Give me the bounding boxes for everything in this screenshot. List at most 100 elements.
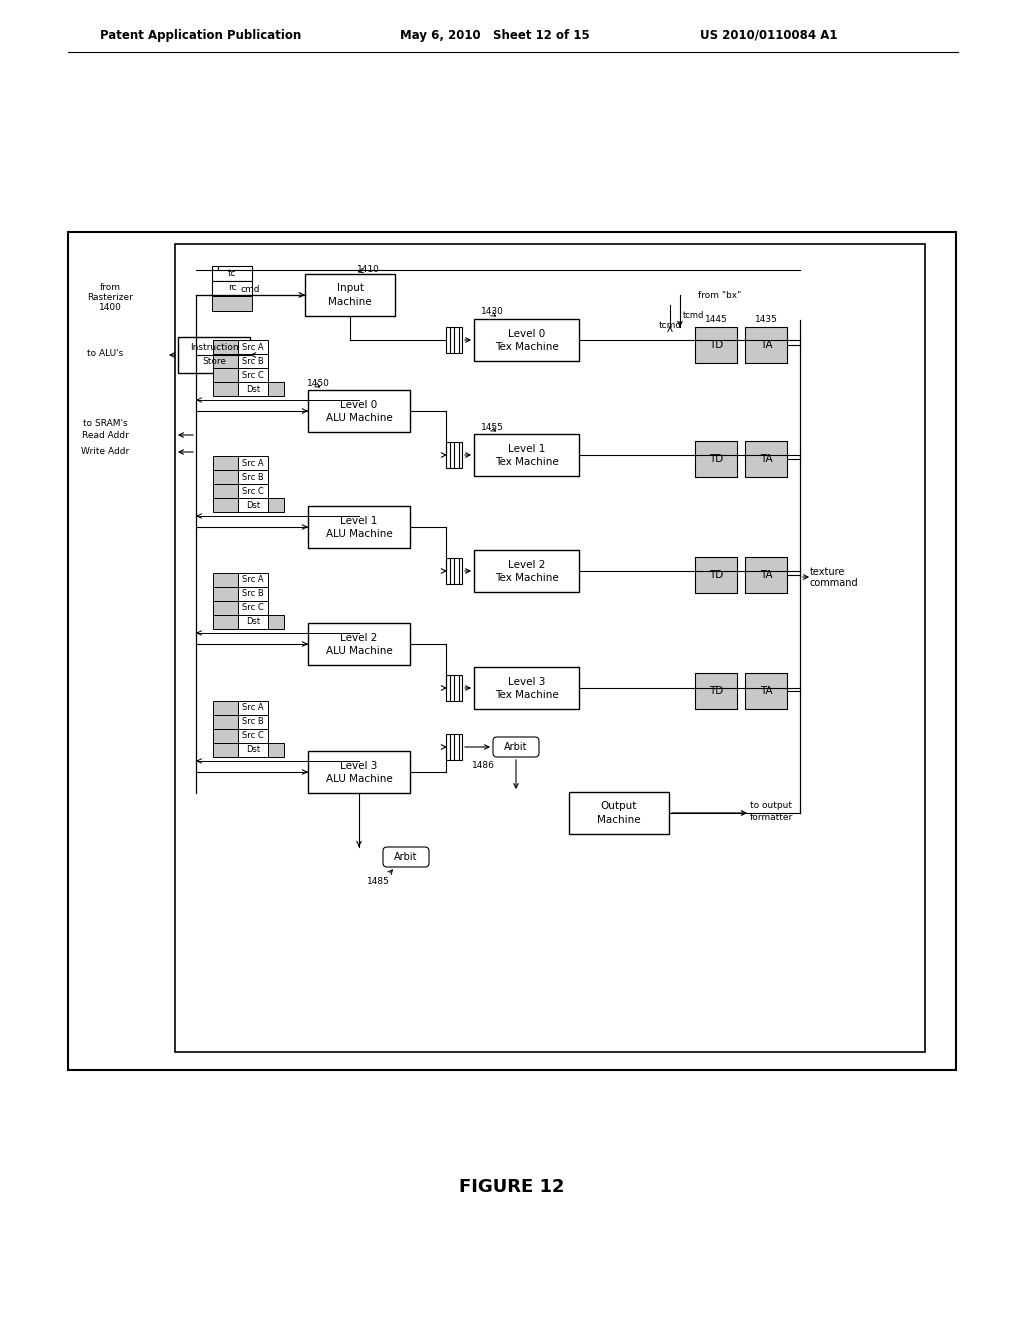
- Bar: [695, 327, 737, 363]
- Bar: [268, 743, 284, 756]
- Bar: [213, 484, 238, 498]
- Bar: [238, 498, 268, 512]
- Bar: [268, 381, 284, 396]
- Bar: [238, 354, 268, 368]
- Bar: [213, 498, 238, 512]
- Bar: [238, 729, 268, 743]
- Bar: [695, 673, 737, 709]
- Bar: [745, 673, 787, 709]
- Text: 1435: 1435: [755, 315, 777, 325]
- Text: Arbit: Arbit: [504, 742, 527, 752]
- Bar: [238, 368, 268, 381]
- Bar: [238, 715, 268, 729]
- Text: ALU Machine: ALU Machine: [326, 774, 392, 784]
- Text: to SRAM's: to SRAM's: [83, 420, 127, 429]
- Bar: [213, 573, 238, 587]
- Text: Instruction: Instruction: [189, 343, 239, 352]
- Text: ALU Machine: ALU Machine: [326, 529, 392, 539]
- Bar: [695, 441, 737, 477]
- Text: Store: Store: [202, 358, 226, 367]
- Text: Machine: Machine: [597, 814, 641, 825]
- Text: FIGURE 12: FIGURE 12: [459, 1177, 565, 1196]
- Text: Rasterizer: Rasterizer: [87, 293, 133, 301]
- Bar: [238, 484, 268, 498]
- Text: Input: Input: [337, 282, 364, 293]
- Bar: [745, 327, 787, 363]
- Text: Level 2: Level 2: [340, 634, 378, 643]
- Text: US 2010/0110084 A1: US 2010/0110084 A1: [700, 29, 838, 41]
- Bar: [213, 615, 238, 630]
- Text: Src C: Src C: [242, 603, 264, 612]
- Bar: [308, 751, 410, 793]
- Text: texture: texture: [810, 568, 846, 577]
- Text: formatter: formatter: [750, 813, 794, 822]
- Bar: [212, 296, 252, 312]
- Bar: [213, 601, 238, 615]
- Text: Src C: Src C: [242, 731, 264, 741]
- Text: Level 1: Level 1: [508, 444, 545, 454]
- Text: Machine: Machine: [328, 297, 372, 308]
- Text: 1430: 1430: [480, 308, 504, 317]
- Text: tc: tc: [227, 268, 237, 277]
- Bar: [68, 232, 956, 1071]
- Text: Arbit: Arbit: [394, 851, 418, 862]
- Text: Src B: Src B: [242, 473, 264, 482]
- Bar: [446, 327, 462, 352]
- Text: TA: TA: [760, 686, 772, 696]
- Text: Tex Machine: Tex Machine: [495, 690, 558, 700]
- Bar: [175, 244, 925, 1052]
- Bar: [474, 434, 579, 477]
- Bar: [238, 573, 268, 587]
- Text: Level 0: Level 0: [508, 329, 545, 339]
- Text: Src B: Src B: [242, 590, 264, 598]
- Text: Dst: Dst: [246, 500, 260, 510]
- Text: Src B: Src B: [242, 718, 264, 726]
- Bar: [212, 267, 252, 281]
- FancyBboxPatch shape: [383, 847, 429, 867]
- Text: 1450: 1450: [306, 379, 330, 388]
- Text: rc: rc: [227, 284, 237, 293]
- Bar: [474, 319, 579, 360]
- Text: Tex Machine: Tex Machine: [495, 457, 558, 467]
- Bar: [213, 715, 238, 729]
- Bar: [238, 341, 268, 354]
- FancyBboxPatch shape: [493, 737, 539, 756]
- Bar: [446, 442, 462, 469]
- Bar: [474, 550, 579, 591]
- Text: from "bx": from "bx": [698, 290, 741, 300]
- Text: Read Addr: Read Addr: [82, 430, 128, 440]
- Text: May 6, 2010   Sheet 12 of 15: May 6, 2010 Sheet 12 of 15: [400, 29, 590, 41]
- Text: 1410: 1410: [356, 264, 380, 273]
- Bar: [268, 615, 284, 630]
- Text: Tex Machine: Tex Machine: [495, 342, 558, 352]
- Text: command: command: [810, 578, 859, 587]
- Bar: [695, 557, 737, 593]
- Text: tcmd: tcmd: [683, 310, 705, 319]
- Bar: [213, 743, 238, 756]
- Text: to output: to output: [750, 801, 792, 810]
- Bar: [212, 281, 252, 296]
- Text: TA: TA: [760, 454, 772, 465]
- Bar: [446, 675, 462, 701]
- Text: Write Addr: Write Addr: [81, 447, 129, 457]
- Bar: [308, 623, 410, 665]
- Text: Src B: Src B: [242, 356, 264, 366]
- Text: Dst: Dst: [246, 746, 260, 755]
- Text: TD: TD: [709, 454, 723, 465]
- Text: to ALU's: to ALU's: [87, 348, 123, 358]
- Text: tcmd: tcmd: [658, 321, 682, 330]
- Bar: [238, 743, 268, 756]
- Text: Src A: Src A: [243, 704, 264, 713]
- Text: 1400: 1400: [98, 302, 122, 312]
- Bar: [213, 381, 238, 396]
- Text: 1445: 1445: [705, 315, 727, 325]
- Text: TA: TA: [760, 570, 772, 579]
- Bar: [213, 368, 238, 381]
- Bar: [745, 557, 787, 593]
- Bar: [238, 601, 268, 615]
- Bar: [745, 557, 787, 593]
- Text: Src C: Src C: [242, 487, 264, 495]
- Text: Dst: Dst: [246, 384, 260, 393]
- Bar: [238, 701, 268, 715]
- Text: Tex Machine: Tex Machine: [495, 573, 558, 583]
